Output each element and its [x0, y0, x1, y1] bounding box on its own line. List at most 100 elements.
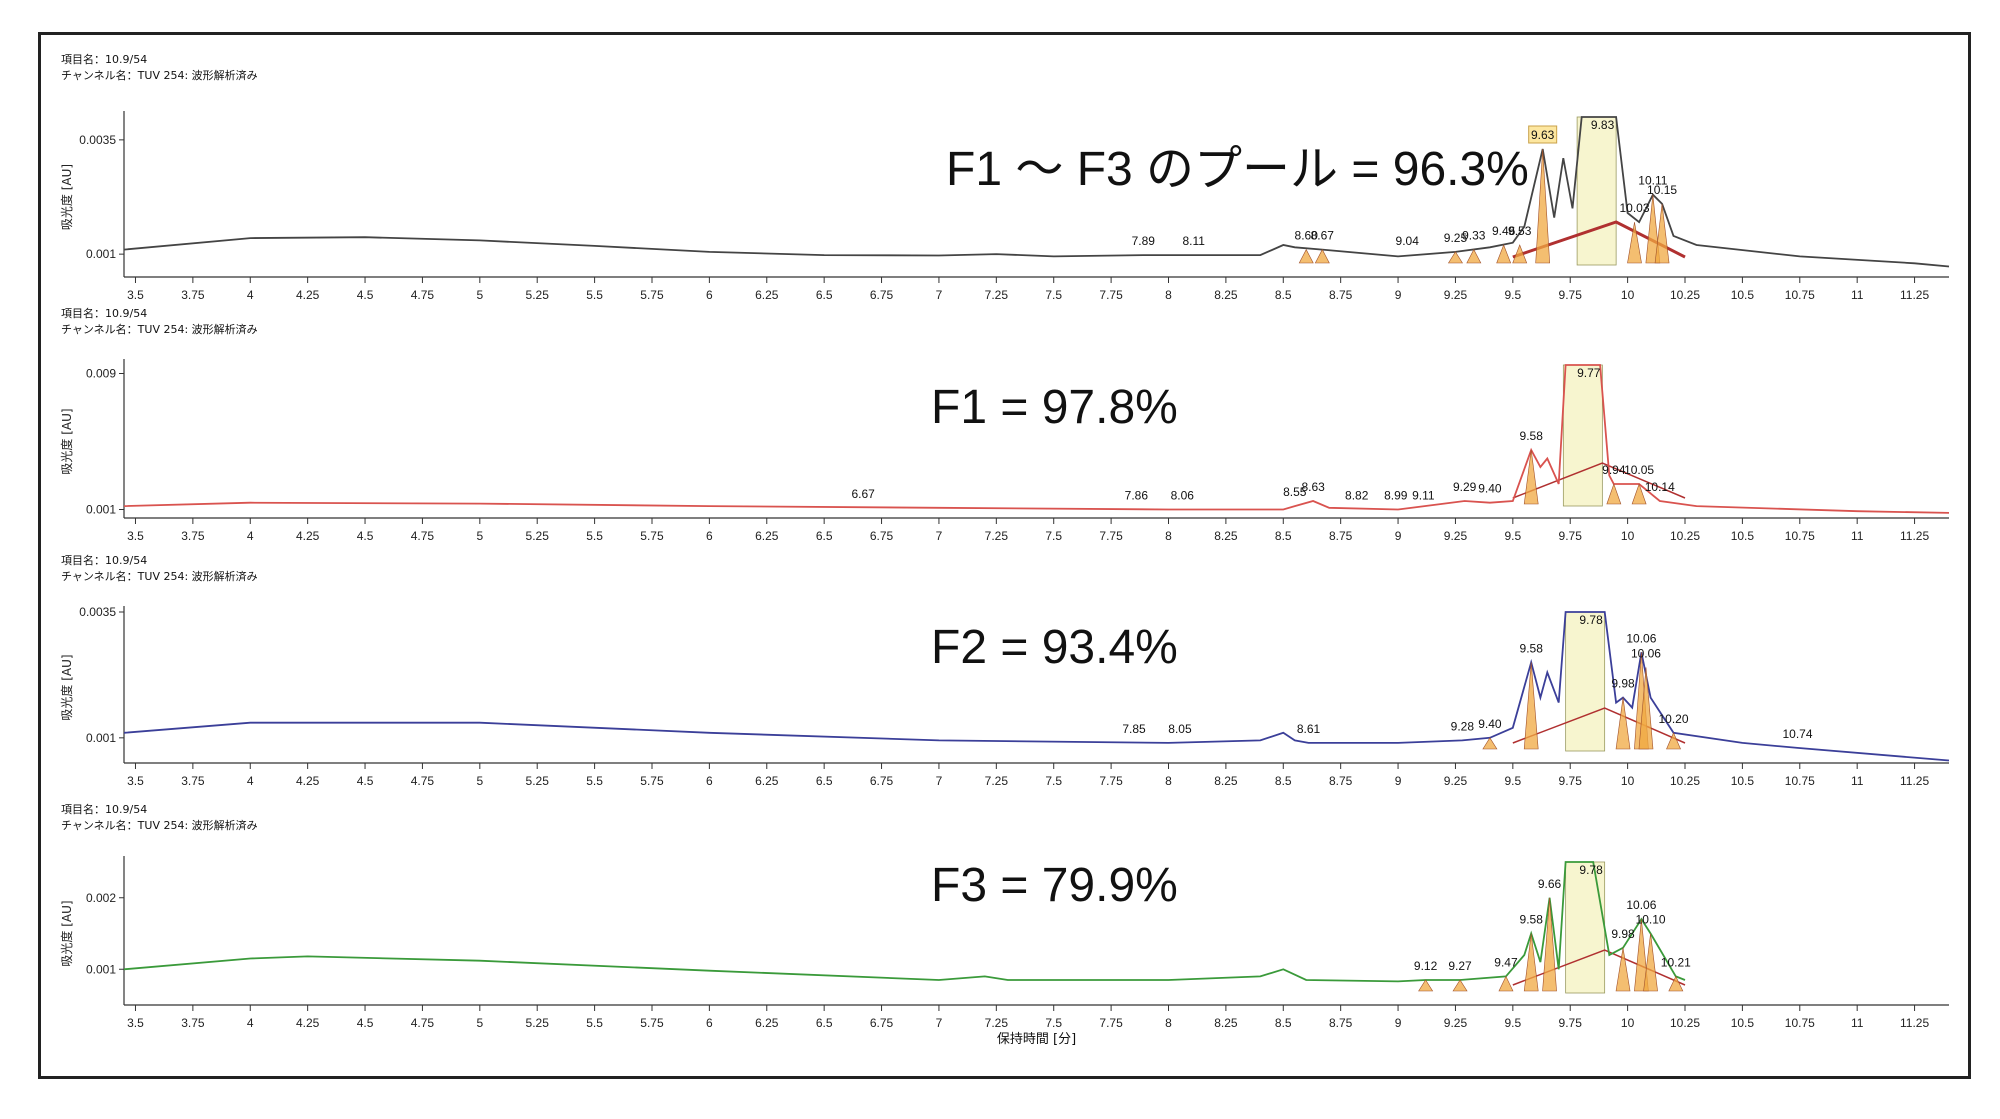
- y-tick-label: 0.001: [86, 503, 116, 517]
- panel-item-name: 項目名：10.9/54: [61, 306, 147, 320]
- x-tick-label: 10: [1621, 1016, 1635, 1030]
- peak-label: 7.89: [1132, 234, 1156, 248]
- x-tick-label: 8.75: [1329, 774, 1353, 788]
- peak-area: [1535, 148, 1550, 264]
- x-tick-label: 7.5: [1045, 1016, 1062, 1030]
- peak-label: 9.94: [1602, 463, 1626, 477]
- x-tick-label: 8: [1165, 288, 1172, 302]
- panel-channel-name: チャンネル名：TUV 254: 波形解析済み: [61, 569, 258, 583]
- peak-label: 10.20: [1659, 712, 1689, 726]
- y-axis-label: 吸光度 [AU]: [59, 654, 74, 720]
- peak-label: 9.11: [1412, 489, 1435, 503]
- peak-label: 9.40: [1478, 482, 1502, 496]
- main-peak-fill: [1562, 364, 1603, 507]
- peak-label: 10.06: [1631, 646, 1661, 660]
- peak-label: 9.58: [1520, 429, 1544, 443]
- x-tick-label: 11.25: [1900, 1016, 1929, 1030]
- peak-area: [1668, 975, 1684, 992]
- peak-label: 8.55: [1283, 485, 1307, 499]
- panel-channel-name: チャンネル名：TUV 254: 波形解析済み: [61, 68, 258, 82]
- x-tick-label: 4.25: [296, 288, 320, 302]
- peak-label: 7.86: [1125, 489, 1149, 503]
- x-tick-label: 6.5: [816, 288, 833, 302]
- integration-baseline: [1512, 707, 1686, 744]
- x-tick-label: 9.5: [1504, 529, 1521, 543]
- x-tick-label: 11: [1851, 288, 1864, 302]
- x-tick-label: 4.75: [411, 288, 435, 302]
- x-tick-label: 4.5: [357, 774, 374, 788]
- x-tick-label: 10.25: [1670, 1016, 1700, 1030]
- purity-title: F2 = 93.4%: [931, 621, 1178, 674]
- peak-label: 10.14: [1645, 480, 1675, 494]
- x-tick-label: 9: [1395, 529, 1402, 543]
- x-tick-label: 7: [936, 1016, 943, 1030]
- x-tick-label: 4: [247, 774, 254, 788]
- peak-label: 8.05: [1168, 722, 1192, 736]
- x-tick-label: 10.75: [1785, 529, 1815, 543]
- peak-area: [1482, 737, 1498, 750]
- x-tick-label: 7.25: [985, 774, 1009, 788]
- peak-label: 6.67: [852, 487, 876, 501]
- panel-item-name: 項目名：10.9/54: [61, 802, 147, 816]
- peak-label: 10.06: [1626, 898, 1656, 912]
- peak-label: 10.11: [1638, 174, 1667, 188]
- x-tick-label: 5.25: [526, 288, 550, 302]
- y-tick-label: 0.001: [86, 247, 116, 261]
- peak-area: [1523, 449, 1539, 505]
- y-axis-label: 吸光度 [AU]: [59, 164, 74, 230]
- x-tick-label: 3.75: [181, 1016, 205, 1030]
- peak-label: 9.77: [1577, 366, 1601, 380]
- x-tick-label: 7.5: [1045, 529, 1062, 543]
- x-tick-label: 6.25: [755, 288, 779, 302]
- peak-label: 10.06: [1626, 631, 1656, 645]
- x-tick-label: 11.25: [1900, 288, 1929, 302]
- x-tick-label: 8.75: [1329, 529, 1353, 543]
- integration-baseline: [1512, 949, 1686, 986]
- x-tick-label: 5: [476, 774, 483, 788]
- purity-title: F1 〜 F3 のプール = 96.3%: [946, 143, 1529, 196]
- x-tick-label: 9.75: [1559, 529, 1583, 543]
- peak-label: 9.98: [1611, 927, 1635, 941]
- x-tick-label: 8.75: [1329, 288, 1353, 302]
- x-tick-label: 8.25: [1214, 529, 1238, 543]
- x-tick-label: 8: [1165, 774, 1172, 788]
- x-tick-label: 10.25: [1670, 288, 1700, 302]
- x-tick-label: 5.5: [586, 1016, 603, 1030]
- x-tick-label: 4: [247, 529, 254, 543]
- peak-label: 8.60: [1295, 229, 1319, 243]
- x-tick-label: 6: [706, 529, 713, 543]
- peak-area: [1638, 667, 1654, 750]
- panel-item-name: 項目名：10.9/54: [61, 553, 147, 567]
- x-tick-label: 9.25: [1444, 288, 1468, 302]
- x-tick-label: 10.5: [1731, 1016, 1755, 1030]
- peak-area: [1615, 947, 1631, 992]
- x-tick-label: 4.75: [411, 529, 435, 543]
- peak-label: 10.05: [1624, 463, 1654, 477]
- peak-label: 9.29: [1453, 480, 1477, 494]
- peak-label: 10.03: [1619, 201, 1649, 215]
- peak-label: 9.58: [1520, 641, 1544, 655]
- x-tick-label: 5: [476, 288, 483, 302]
- peak-label: 9.04: [1396, 234, 1420, 248]
- y-tick-label: 0.002: [86, 891, 116, 905]
- x-tick-label: 6: [706, 774, 713, 788]
- peak-label: 9.78: [1579, 613, 1603, 627]
- peak-area: [1627, 222, 1642, 264]
- peak-label: 8.67: [1311, 229, 1335, 243]
- x-tick-label: 4.5: [357, 529, 374, 543]
- x-tick-label: 4.75: [411, 1016, 435, 1030]
- x-tick-label: 4.5: [357, 288, 374, 302]
- peak-label: 9.53: [1508, 224, 1532, 238]
- x-tick-label: 9: [1395, 774, 1402, 788]
- x-tick-label: 10.75: [1785, 774, 1815, 788]
- x-tick-label: 6: [706, 1016, 713, 1030]
- x-tick-label: 7.5: [1045, 774, 1062, 788]
- x-tick-label: 5.5: [586, 529, 603, 543]
- peak-area: [1512, 244, 1528, 264]
- x-tick-label: 10.5: [1731, 288, 1755, 302]
- x-tick-label: 8.5: [1275, 288, 1292, 302]
- x-tick-label: 8.25: [1214, 288, 1238, 302]
- peak-label: 9.27: [1448, 959, 1472, 973]
- x-tick-label: 5.25: [526, 1016, 550, 1030]
- x-tick-label: 8: [1165, 529, 1172, 543]
